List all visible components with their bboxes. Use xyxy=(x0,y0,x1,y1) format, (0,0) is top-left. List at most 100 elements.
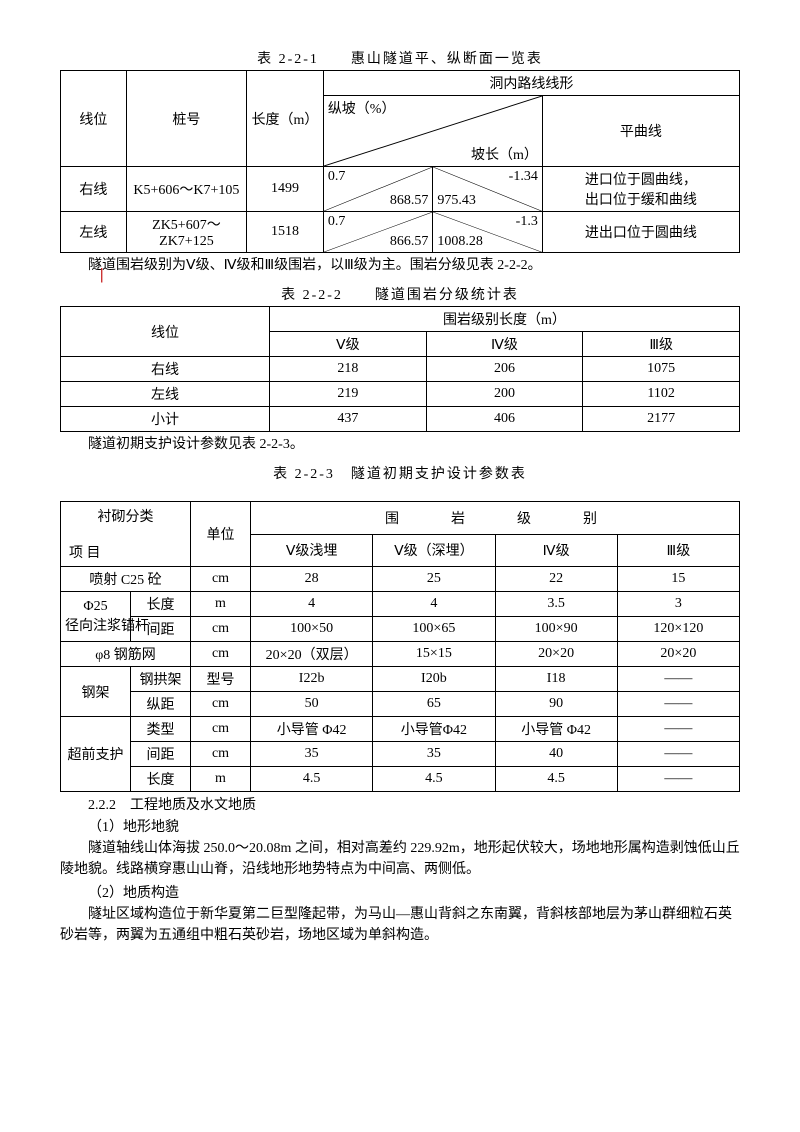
cell: 65 xyxy=(373,692,495,717)
th-line: 线位 xyxy=(61,71,127,167)
heading-geology: 2.2.2 工程地质及水文地质 xyxy=(60,794,740,814)
para-support-ref: 隧道初期支护设计参数见表 2-2-3。 xyxy=(60,434,740,455)
val: -1.34 xyxy=(509,169,538,185)
table3-caption: 表 2-2-3 隧道初期支护设计参数表 xyxy=(60,463,740,483)
cell: 小计 xyxy=(61,407,270,432)
cell: 219 xyxy=(270,382,427,407)
val: 868.57 xyxy=(390,193,429,209)
cell: cm xyxy=(191,617,251,642)
cell: 3 xyxy=(617,592,739,617)
heading-terrain: （1）地形地貌 xyxy=(60,816,740,836)
val: -1.3 xyxy=(516,214,538,230)
cell: 小导管Φ42 xyxy=(373,717,495,742)
cell: 120×120 xyxy=(617,617,739,642)
cell: 4 xyxy=(373,592,495,617)
cell: 1102 xyxy=(583,382,740,407)
cell: I18 xyxy=(495,667,617,692)
cell: 型号 xyxy=(191,667,251,692)
cell: 右线 xyxy=(61,357,270,382)
val: 1008.28 xyxy=(437,234,483,250)
cell: cm xyxy=(191,742,251,767)
cell: 20×20 xyxy=(495,642,617,667)
cell-diag: -1.34 975.43 xyxy=(433,167,543,212)
th-len: 长度（m） xyxy=(247,71,324,167)
cell: —— xyxy=(617,767,739,792)
cell: 小导管 Φ42 xyxy=(495,717,617,742)
cell: 15×15 xyxy=(373,642,495,667)
cell: m xyxy=(191,767,251,792)
cell: φ8 钢筋网 xyxy=(61,642,191,667)
cell: 20×20（双层） xyxy=(251,642,373,667)
para-structure: 隧址区域构造位于新华夏第二巨型隆起带，为马山—惠山背斜之东南翼，背斜核部地层为茅… xyxy=(60,904,740,946)
cell: 35 xyxy=(373,742,495,767)
table1-caption: 表 2-2-1 惠山隧道平、纵断面一览表 xyxy=(60,48,740,68)
cell: —— xyxy=(617,717,739,742)
cell: K5+606～K7+105 xyxy=(126,167,246,212)
th: Ⅳ级 xyxy=(426,332,583,357)
cell: 4.5 xyxy=(251,767,373,792)
cell: 小导管 Φ42 xyxy=(251,717,373,742)
cell: 50 xyxy=(251,692,373,717)
th-curve: 平曲线 xyxy=(542,96,739,167)
val: 866.57 xyxy=(390,234,429,250)
cell: 2177 xyxy=(583,407,740,432)
th-lining: 衬砌分类 项 目 xyxy=(61,502,191,567)
cell: 左线 xyxy=(61,382,270,407)
heading-structure: （2）地质构造 xyxy=(60,882,740,902)
cell: —— xyxy=(617,692,739,717)
cell: 28 xyxy=(251,567,373,592)
cell: 进口位于圆曲线，出口位于缓和曲线 xyxy=(542,167,739,212)
cell: 1499 xyxy=(247,167,324,212)
th-stake: 桩号 xyxy=(126,71,246,167)
th-slope-diag: 纵坡（%） 坡长（m） xyxy=(323,96,542,167)
th: Ⅴ级（深埋） xyxy=(373,534,495,567)
th: 线位 xyxy=(61,307,270,357)
cell: 4 xyxy=(251,592,373,617)
label: 项 目 xyxy=(69,542,182,562)
para-rock-classes: 隧道围岩级别为Ⅴ级、Ⅳ级和Ⅲ级围岩，以Ⅲ级为主。围岩分级见表 2-2-2。 xyxy=(60,255,740,276)
cell: 206 xyxy=(426,357,583,382)
cell: 100×65 xyxy=(373,617,495,642)
cell: 1518 xyxy=(247,212,324,253)
cell: 218 xyxy=(270,357,427,382)
th-slope: 纵坡（%） xyxy=(328,98,396,118)
th-rock: 围 岩 级 别 xyxy=(251,502,740,535)
cell: cm xyxy=(191,717,251,742)
table-rock-stats: 线位 围岩级别长度（m） Ⅴ级 Ⅳ级 Ⅲ级 右线2182061075 左线219… xyxy=(60,306,740,432)
th: 围岩级别长度（m） xyxy=(270,307,740,332)
th: Ⅴ级浅埋 xyxy=(251,534,373,567)
cell: 4.5 xyxy=(373,767,495,792)
cell: —— xyxy=(617,667,739,692)
cell: cm xyxy=(191,692,251,717)
cell-diag: 0.7 866.57 xyxy=(323,212,433,253)
cell: 25 xyxy=(373,567,495,592)
cell: 406 xyxy=(426,407,583,432)
cell: 长度 xyxy=(131,767,191,792)
cell: cm xyxy=(191,642,251,667)
cell: 进出口位于圆曲线 xyxy=(542,212,739,253)
cell: 间距 xyxy=(131,742,191,767)
cell: Φ25 径向注浆锚杆 xyxy=(61,592,131,642)
cell: 100×90 xyxy=(495,617,617,642)
cell: m xyxy=(191,592,251,617)
cell: 4.5 xyxy=(495,767,617,792)
cell: 3.5 xyxy=(495,592,617,617)
cell: cm xyxy=(191,567,251,592)
cell: 左线 xyxy=(61,212,127,253)
cell-diag: -1.3 1008.28 xyxy=(433,212,543,253)
cell: 35 xyxy=(251,742,373,767)
para-terrain: 隧道轴线山体海拔 250.0～20.08m 之间，相对高差约 229.92m，地… xyxy=(60,838,740,880)
cell: 22 xyxy=(495,567,617,592)
cell: ZK5+607～ZK7+125 xyxy=(126,212,246,253)
table2-caption: 表 2-2-2 隧道围岩分级统计表 xyxy=(60,284,740,304)
table-profile: 线位 桩号 长度（m） 洞内路线线形 纵坡（%） 坡长（m） 平曲线 右线 K5… xyxy=(60,70,740,253)
val: 0.7 xyxy=(328,214,346,230)
cell: I20b xyxy=(373,667,495,692)
th: Ⅳ级 xyxy=(495,534,617,567)
cell: 钢架 xyxy=(61,667,131,717)
cell: 90 xyxy=(495,692,617,717)
th-slope-len: 坡长（m） xyxy=(471,144,538,164)
cell: 长度 xyxy=(131,592,191,617)
cell: I22b xyxy=(251,667,373,692)
cell: 40 xyxy=(495,742,617,767)
